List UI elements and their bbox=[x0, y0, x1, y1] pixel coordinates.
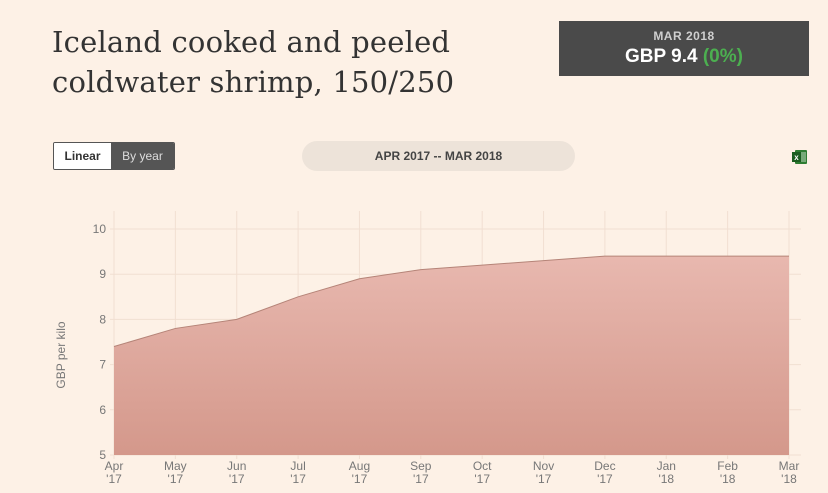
y-tick-label: 9 bbox=[99, 267, 106, 281]
latest-price-box: MAR 2018 GBP 9.4 (0%) bbox=[559, 21, 809, 76]
data-point[interactable] bbox=[664, 254, 668, 258]
x-tick-label: Mar '18 bbox=[779, 459, 800, 486]
data-point[interactable] bbox=[480, 263, 484, 267]
svg-text:x: x bbox=[794, 153, 799, 162]
data-point[interactable] bbox=[112, 345, 116, 349]
x-tick-label: Feb '18 bbox=[717, 459, 738, 486]
y-tick-label: 8 bbox=[99, 312, 106, 326]
y-tick-label: 5 bbox=[99, 448, 106, 462]
data-point[interactable] bbox=[419, 268, 423, 272]
chart-title: Iceland cooked and peeled coldwater shri… bbox=[52, 22, 454, 102]
x-tick-label: Sep '17 bbox=[410, 459, 432, 486]
x-tick-label: Nov '17 bbox=[533, 459, 554, 486]
x-tick-label: Oct '17 bbox=[473, 459, 492, 486]
data-point[interactable] bbox=[603, 254, 607, 258]
title-line-1: Iceland cooked and peeled bbox=[52, 25, 451, 59]
y-axis-label: GBP per kilo bbox=[54, 321, 68, 388]
y-tick-label: 7 bbox=[99, 358, 106, 372]
x-tick-label: Apr '17 bbox=[105, 459, 124, 486]
excel-icon[interactable]: x bbox=[792, 149, 808, 165]
data-point[interactable] bbox=[173, 326, 177, 330]
price-period: MAR 2018 bbox=[653, 29, 715, 43]
y-tick-label: 10 bbox=[93, 222, 107, 236]
price-line bbox=[113, 255, 789, 347]
x-tick-label: Aug '17 bbox=[349, 459, 370, 486]
x-tick-label: Jan '18 bbox=[657, 459, 676, 486]
data-point[interactable] bbox=[357, 277, 361, 281]
price-value: GBP 9.4 bbox=[625, 46, 698, 67]
price-value-line: GBP 9.4 (0%) bbox=[559, 46, 809, 68]
linear-button[interactable]: Linear bbox=[54, 143, 111, 169]
data-point[interactable] bbox=[726, 254, 730, 258]
title-line-2: coldwater shrimp, 150/250 bbox=[52, 65, 455, 99]
price-change: (0%) bbox=[702, 46, 743, 67]
by-year-button[interactable]: By year bbox=[111, 143, 174, 169]
x-tick-label: Jul '17 bbox=[290, 459, 306, 486]
scale-toggle: Linear By year bbox=[53, 142, 175, 170]
data-point[interactable] bbox=[787, 254, 791, 258]
date-range-selector[interactable]: APR 2017 -- MAR 2018 bbox=[302, 141, 575, 171]
x-tick-label: May '17 bbox=[164, 459, 187, 486]
x-tick-label: Jun '17 bbox=[227, 459, 246, 486]
data-point[interactable] bbox=[296, 295, 300, 299]
x-tick-label: Dec '17 bbox=[594, 459, 615, 486]
y-tick-label: 6 bbox=[99, 403, 106, 417]
data-point[interactable] bbox=[235, 317, 239, 321]
price-area bbox=[114, 256, 789, 455]
data-point[interactable] bbox=[542, 259, 546, 263]
